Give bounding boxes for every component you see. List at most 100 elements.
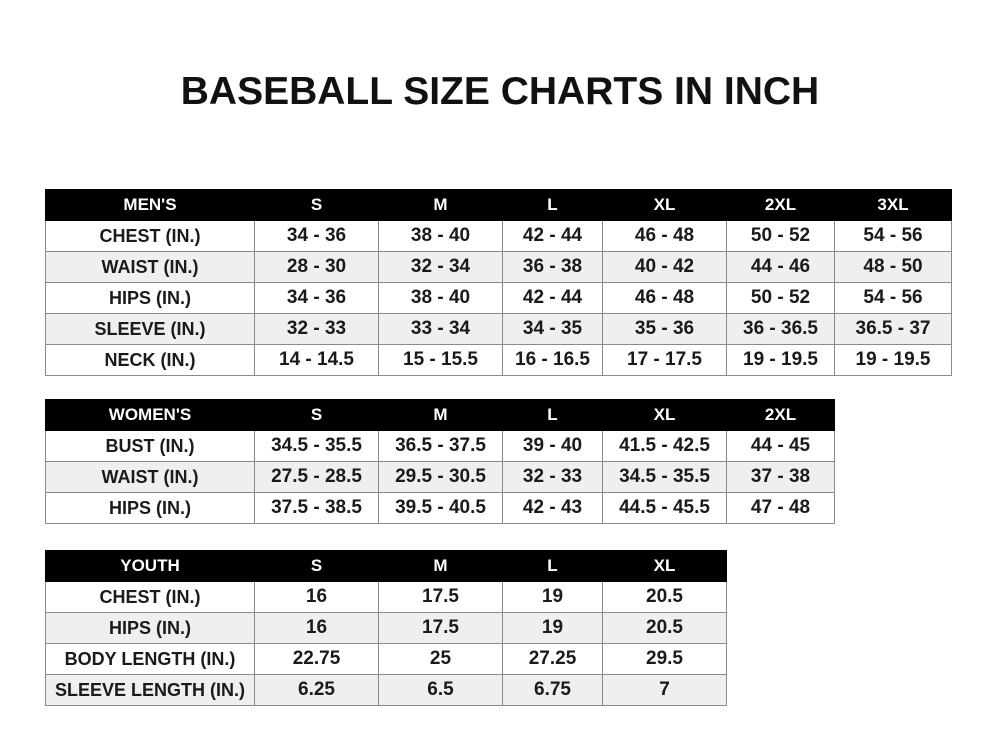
size-value: 44 - 45 xyxy=(726,430,835,462)
size-value: 15 - 15.5 xyxy=(378,344,503,376)
table-row: BODY LENGTH (IN.) 22.75 25 27.25 29.5 xyxy=(45,643,727,675)
measurement-label: NECK (IN.) xyxy=(45,344,255,376)
table-row: CHEST (IN.) 16 17.5 19 20.5 xyxy=(45,581,727,613)
header-row: MEN'S S M L XL 2XL 3XL xyxy=(45,189,952,221)
category-header: YOUTH xyxy=(45,550,255,582)
size-value: 39 - 40 xyxy=(502,430,603,462)
size-value: 25 xyxy=(378,643,503,675)
size-value: 42 - 43 xyxy=(502,492,603,524)
size-value: 6.25 xyxy=(254,674,379,706)
table-row: BUST (IN.) 34.5 - 35.5 36.5 - 37.5 39 - 40 4… xyxy=(45,430,835,462)
size-header: M xyxy=(378,189,503,221)
size-value: 20.5 xyxy=(602,581,727,613)
size-value: 47 - 48 xyxy=(726,492,835,524)
size-value: 34 - 35 xyxy=(502,313,603,345)
measurement-label: WAIST (IN.) xyxy=(45,461,255,493)
size-value: 27.5 - 28.5 xyxy=(254,461,379,493)
size-value: 39.5 - 40.5 xyxy=(378,492,503,524)
size-value: 36 - 36.5 xyxy=(726,313,835,345)
measurement-label: BODY LENGTH (IN.) xyxy=(45,643,255,675)
size-header: XL xyxy=(602,189,727,221)
size-value: 44 - 46 xyxy=(726,251,835,283)
measurement-label: BUST (IN.) xyxy=(45,430,255,462)
size-header: M xyxy=(378,550,503,582)
size-value: 38 - 40 xyxy=(378,282,503,314)
size-header: XL xyxy=(602,550,727,582)
size-value: 42 - 44 xyxy=(502,282,603,314)
size-header: S xyxy=(254,399,379,431)
youth-size-table: YOUTH S M L XL CHEST (IN.) 16 17.5 19 20.5 HIPS (I… xyxy=(45,550,727,706)
measurement-label: SLEEVE (IN.) xyxy=(45,313,255,345)
size-value: 36.5 - 37.5 xyxy=(378,430,503,462)
measurement-label: CHEST (IN.) xyxy=(45,220,255,252)
header-row: YOUTH S M L XL xyxy=(45,550,727,582)
size-value: 6.5 xyxy=(378,674,503,706)
size-value: 32 - 33 xyxy=(502,461,603,493)
table-row: SLEEVE LENGTH (IN.) 6.25 6.5 6.75 7 xyxy=(45,674,727,706)
size-value: 34 - 36 xyxy=(254,282,379,314)
size-value: 34 - 36 xyxy=(254,220,379,252)
size-value: 16 xyxy=(254,581,379,613)
size-value: 38 - 40 xyxy=(378,220,503,252)
table-row: SLEEVE (IN.) 32 - 33 33 - 34 34 - 35 35 - 36… xyxy=(45,313,952,345)
size-header: 2XL xyxy=(726,399,835,431)
size-value: 32 - 33 xyxy=(254,313,379,345)
size-value: 16 - 16.5 xyxy=(502,344,603,376)
size-value: 37.5 - 38.5 xyxy=(254,492,379,524)
table-row: CHEST (IN.) 34 - 36 38 - 40 42 - 44 46 - 48 5… xyxy=(45,220,952,252)
size-value: 36.5 - 37 xyxy=(834,313,952,345)
womens-size-table: WOMEN'S S M L XL 2XL BUST (IN.) 34.5 - 35.5 36.5… xyxy=(45,399,835,524)
size-value: 22.75 xyxy=(254,643,379,675)
size-header: M xyxy=(378,399,503,431)
size-value: 48 - 50 xyxy=(834,251,952,283)
size-header: 3XL xyxy=(834,189,952,221)
size-value: 19 xyxy=(502,581,603,613)
size-value: 17.5 xyxy=(378,612,503,644)
size-value: 34.5 - 35.5 xyxy=(254,430,379,462)
size-value: 17 - 17.5 xyxy=(602,344,727,376)
size-header: S xyxy=(254,189,379,221)
size-value: 32 - 34 xyxy=(378,251,503,283)
size-value: 36 - 38 xyxy=(502,251,603,283)
size-value: 28 - 30 xyxy=(254,251,379,283)
size-value: 50 - 52 xyxy=(726,282,835,314)
size-value: 44.5 - 45.5 xyxy=(602,492,727,524)
size-value: 20.5 xyxy=(602,612,727,644)
size-header: L xyxy=(502,550,603,582)
table-row: HIPS (IN.) 34 - 36 38 - 40 42 - 44 46 - 48 50… xyxy=(45,282,952,314)
size-value: 50 - 52 xyxy=(726,220,835,252)
size-header: S xyxy=(254,550,379,582)
size-value: 19 - 19.5 xyxy=(834,344,952,376)
size-value: 17.5 xyxy=(378,581,503,613)
size-value: 40 - 42 xyxy=(602,251,727,283)
measurement-label: CHEST (IN.) xyxy=(45,581,255,613)
size-value: 29.5 - 30.5 xyxy=(378,461,503,493)
size-value: 16 xyxy=(254,612,379,644)
size-value: 29.5 xyxy=(602,643,727,675)
size-value: 6.75 xyxy=(502,674,603,706)
measurement-label: WAIST (IN.) xyxy=(45,251,255,283)
size-value: 37 - 38 xyxy=(726,461,835,493)
size-value: 46 - 48 xyxy=(602,282,727,314)
size-header: 2XL xyxy=(726,189,835,221)
size-value: 19 - 19.5 xyxy=(726,344,835,376)
table-row: NECK (IN.) 14 - 14.5 15 - 15.5 16 - 16.5 17 … xyxy=(45,344,952,376)
table-row: HIPS (IN.) 37.5 - 38.5 39.5 - 40.5 42 - 43 4… xyxy=(45,492,835,524)
table-row: HIPS (IN.) 16 17.5 19 20.5 xyxy=(45,612,727,644)
size-value: 7 xyxy=(602,674,727,706)
size-value: 46 - 48 xyxy=(602,220,727,252)
size-value: 42 - 44 xyxy=(502,220,603,252)
measurement-label: HIPS (IN.) xyxy=(45,492,255,524)
size-value: 41.5 - 42.5 xyxy=(602,430,727,462)
size-value: 14 - 14.5 xyxy=(254,344,379,376)
measurement-label: HIPS (IN.) xyxy=(45,282,255,314)
size-header: L xyxy=(502,399,603,431)
size-value: 35 - 36 xyxy=(602,313,727,345)
size-value: 54 - 56 xyxy=(834,220,952,252)
measurement-label: SLEEVE LENGTH (IN.) xyxy=(45,674,255,706)
mens-size-table: MEN'S S M L XL 2XL 3XL CHEST (IN.) 34 - 36 38 - 4… xyxy=(45,189,952,376)
header-row: WOMEN'S S M L XL 2XL xyxy=(45,399,835,431)
size-header: L xyxy=(502,189,603,221)
measurement-label: HIPS (IN.) xyxy=(45,612,255,644)
category-header: WOMEN'S xyxy=(45,399,255,431)
